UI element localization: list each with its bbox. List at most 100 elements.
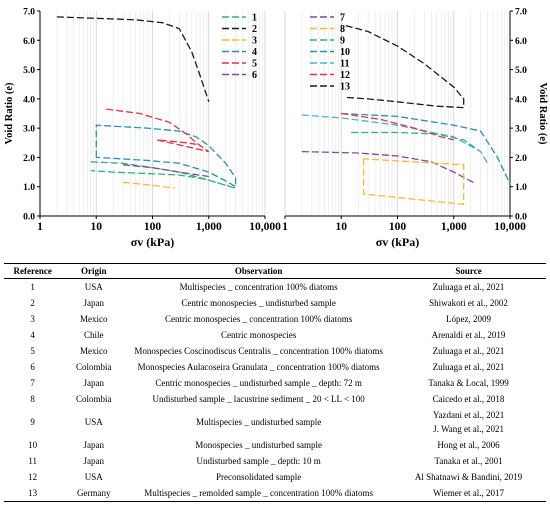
y-tick-label: 5.0 — [23, 66, 35, 76]
source-text: Caicedo et al., 2018 — [432, 394, 505, 404]
y-tick-label: 0.0 — [23, 213, 35, 223]
y-tick-label: 1.0 — [23, 183, 35, 193]
header-origin: Origin — [61, 263, 127, 279]
source-cell: Tanaka & Local, 1999 — [391, 375, 546, 391]
legend-label: 11 — [340, 59, 349, 70]
x-tick-label: 1,000 — [196, 221, 222, 233]
series-line-5 — [106, 108, 210, 153]
table-row: 2 Japan Centric monospecies _ undisturbed … — [4, 295, 546, 311]
x-tick-label: 1 — [37, 221, 43, 233]
table-header-row: Reference Origin Observation Source — [4, 263, 546, 279]
observation-cell: Centric monospecies — [221, 330, 297, 340]
series-line-8 — [362, 158, 465, 206]
series-line-7 — [301, 150, 477, 185]
legend-label: 10 — [340, 47, 350, 58]
table-body: 1 USA Multispecies _ concentration 100% di… — [4, 279, 546, 502]
table-row: 13 Germany Multispecies _ remolded sample … — [4, 485, 546, 502]
reference-table: Reference Origin Observation Source 1 USA… — [4, 263, 546, 502]
observation-cell: Undisturbed sample _ lacustrine sediment… — [152, 394, 365, 404]
source-cell: Al Shatnawi & Bandini, 2019 — [391, 469, 546, 485]
y-axis-title: Void Ratio (e) — [4, 82, 15, 145]
source-text: Yazdani et al., 2021 — [432, 410, 505, 420]
legend-label: 7 — [340, 13, 345, 24]
y-tick-label: 3.0 — [515, 125, 527, 135]
origin-cell: Germany — [61, 485, 127, 502]
observation-cell: Centric monospecies _ undisturbed sample… — [155, 378, 362, 388]
source-text: J. Wang et al., 2021 — [433, 424, 504, 434]
x-tick-label: 10,000 — [494, 221, 526, 233]
header-reference: Reference — [4, 263, 62, 279]
x-tick-label: 100 — [389, 221, 407, 233]
legend-label: 8 — [340, 24, 345, 35]
source-cell: Zuluaga et al., 2021 — [391, 343, 546, 359]
x-tick-label: 1 — [282, 221, 288, 233]
reference-cell: 3 — [30, 314, 35, 324]
legend-label: 1 — [252, 13, 257, 24]
y-tick-label: 6.0 — [23, 37, 35, 47]
x-tick-label: 10 — [91, 221, 103, 233]
origin-cell: Chile — [84, 330, 104, 340]
reference-cell: 13 — [4, 485, 62, 502]
legend-label: 5 — [252, 59, 257, 70]
source-text: Hong et al., 2006 — [437, 440, 500, 450]
observation-cell: Centric monospecies _ concentration 100%… — [165, 314, 353, 324]
table-row: 11 Japan Undisturbed sample _ depth: 10 m T… — [4, 453, 546, 469]
reference-cell: 8 — [30, 394, 35, 404]
origin-cell: Colombia — [76, 362, 112, 372]
table-row: 3 Mexico Centric monospecies _ concentrati… — [4, 311, 546, 327]
y-tick-label: 7.0 — [515, 8, 527, 18]
table-row: 1 USA Multispecies _ concentration 100% di… — [4, 279, 546, 296]
origin-cell: Colombia — [76, 394, 112, 404]
reference-cell: 11 — [28, 456, 37, 466]
source-cell: Zuluaga et al., 2021 — [391, 279, 546, 296]
observation-cell: Multispecies _ concentration 100% diatom… — [179, 282, 338, 292]
y-tick-label: 2.0 — [23, 154, 35, 164]
source-cell: Wiemer et al., 2017 — [391, 485, 546, 502]
y-tick-label: 5.0 — [515, 66, 527, 76]
observation-cell: Multispecies _ remolded sample _ concent… — [126, 485, 392, 502]
y-tick-label: 3.0 — [23, 125, 35, 135]
origin-cell: Japan — [83, 378, 105, 388]
series-line-11 — [301, 114, 489, 164]
observation-cell: Monospecies Aulacoseira Granulata _ conc… — [137, 362, 380, 372]
source-text: Tanaka et al., 2001 — [434, 456, 503, 466]
source-cell: Caicedo et al., 2018 — [391, 391, 546, 407]
x-tick-label: 100 — [144, 221, 162, 233]
origin-cell: USA — [84, 282, 103, 292]
y-axis-title: Void Ratio (e) — [537, 82, 548, 145]
table-row: 12 USA Preconsolidated sample Al Shatnawi &… — [4, 469, 546, 485]
origin-cell: Mexico — [80, 346, 108, 356]
origin-cell: Japan — [83, 456, 105, 466]
y-tick-label: 4.0 — [23, 95, 35, 105]
source-cell: Shiwakoti et al., 2002 — [391, 295, 546, 311]
source-text: Al Shatnawi & Bandini, 2019 — [414, 472, 523, 482]
series-line-9 — [351, 131, 481, 153]
source-text: Shiwakoti et al., 2002 — [429, 298, 508, 308]
y-tick-label: 2.0 — [515, 154, 527, 164]
series-line-6 — [123, 164, 209, 178]
source-text: Zuluaga et al., 2021 — [432, 346, 505, 356]
legend-label: 4 — [252, 47, 257, 58]
reference-cell: 6 — [30, 362, 35, 372]
origin-cell: USA — [84, 417, 103, 427]
observation-cell: Centric monospecies _ undisturbed sample — [181, 298, 336, 308]
reference-cell: 12 — [28, 472, 38, 482]
legend-label: 9 — [340, 36, 345, 47]
reference-cell: 4 — [30, 330, 35, 340]
source-cell: López, 2009 — [391, 311, 546, 327]
legend-label: 2 — [252, 24, 257, 35]
table-row: 8 Colombia Undisturbed sample _ lacustrine… — [4, 391, 546, 407]
origin-cell: Mexico — [80, 314, 108, 324]
source-text: Zuluaga et al., 2021 — [432, 282, 505, 292]
source-text: Arenaldi et al., 2019 — [431, 330, 506, 340]
reference-cell: 9 — [30, 417, 35, 427]
x-tick-label: 1,000 — [441, 221, 467, 233]
table-row: 6 Colombia Monospecies Aulacoseira Granula… — [4, 359, 546, 375]
origin-cell: Japan — [83, 440, 105, 450]
reference-cell: 10 — [28, 440, 38, 450]
table-row: 7 Japan Centric monospecies _ undisturbed … — [4, 375, 546, 391]
x-axis-title: σv (kPa) — [131, 235, 175, 249]
observation-cell: Monospecies _ undisturbed sample — [195, 440, 322, 450]
observation-cell: Multispecies _ undisturbed sample — [196, 417, 322, 427]
